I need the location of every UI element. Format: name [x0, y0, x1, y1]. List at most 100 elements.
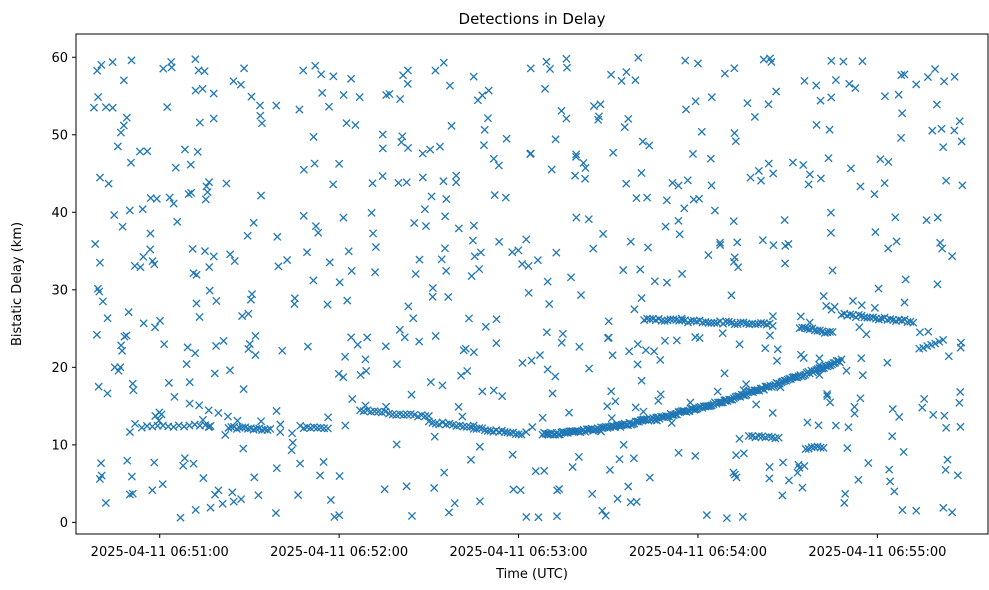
data-point — [368, 179, 377, 188]
data-point — [502, 134, 511, 143]
data-point — [803, 418, 812, 427]
data-point — [678, 269, 687, 278]
data-point — [219, 336, 228, 345]
y-tick-label: 60 — [51, 51, 68, 66]
data-point — [411, 269, 420, 279]
data-point — [693, 59, 703, 68]
data-point — [294, 490, 303, 500]
data-point — [816, 96, 825, 105]
data-point — [752, 400, 761, 409]
data-point — [335, 471, 344, 481]
data-point — [558, 329, 567, 338]
data-point — [495, 237, 504, 246]
y-tick-label: 30 — [51, 283, 68, 298]
data-point — [848, 296, 857, 306]
data-point — [302, 248, 312, 257]
data-point — [661, 411, 670, 420]
data-point — [200, 247, 209, 256]
data-point — [214, 408, 223, 418]
data-point — [361, 355, 370, 364]
data-point — [170, 392, 179, 401]
data-point — [410, 218, 419, 228]
data-point — [343, 296, 352, 305]
data-point — [720, 369, 729, 378]
data-point — [656, 390, 665, 399]
data-point — [668, 178, 677, 187]
data-point — [467, 272, 476, 281]
data-point — [225, 366, 235, 375]
data-point — [203, 188, 212, 197]
data-point — [182, 360, 191, 369]
data-point — [362, 366, 371, 376]
data-point — [228, 488, 237, 497]
data-point — [823, 392, 832, 401]
data-point — [547, 165, 556, 174]
data-point — [122, 113, 131, 122]
data-point — [150, 260, 159, 269]
data-point — [392, 360, 402, 369]
data-point — [816, 174, 825, 183]
data-point — [798, 483, 807, 492]
data-point — [939, 143, 948, 152]
data-point — [319, 457, 328, 467]
data-point — [768, 312, 777, 321]
data-point — [819, 292, 828, 301]
data-point — [885, 465, 894, 474]
data-point — [103, 389, 112, 398]
data-point — [739, 449, 748, 458]
data-point — [826, 228, 835, 237]
data-point — [210, 369, 219, 378]
y-tick-label: 0 — [60, 516, 68, 531]
data-point — [574, 452, 583, 461]
data-point — [543, 277, 552, 286]
y-tick-label: 20 — [51, 361, 68, 376]
data-point — [650, 277, 659, 286]
data-point — [840, 498, 849, 507]
data-point — [730, 64, 739, 73]
data-point — [483, 114, 493, 123]
data-point — [404, 302, 413, 311]
data-point — [480, 125, 489, 134]
data-point — [516, 486, 525, 495]
data-point — [828, 327, 837, 337]
data-point — [706, 154, 715, 163]
data-point — [239, 444, 248, 453]
data-point — [89, 103, 99, 112]
data-point — [274, 262, 283, 271]
data-point — [819, 443, 828, 452]
data-point — [266, 424, 275, 434]
data-point — [943, 455, 952, 464]
data-point — [363, 333, 372, 342]
data-point — [528, 423, 537, 432]
data-point — [114, 366, 123, 375]
data-point — [758, 236, 767, 245]
data-point — [930, 65, 940, 74]
data-point — [195, 312, 204, 322]
data-markers — [89, 53, 967, 523]
data-point — [607, 387, 616, 396]
data-point — [619, 266, 628, 275]
data-point — [871, 228, 880, 237]
data-point — [188, 244, 197, 253]
data-point — [263, 425, 272, 435]
data-point — [394, 178, 403, 187]
data-point — [900, 298, 909, 307]
data-point — [494, 161, 503, 170]
data-point — [371, 268, 380, 277]
data-point — [400, 333, 409, 342]
data-point — [318, 88, 327, 97]
data-point — [427, 192, 436, 201]
data-point — [710, 206, 720, 215]
data-point — [135, 147, 144, 156]
data-point — [933, 280, 942, 289]
data-point — [645, 473, 654, 482]
data-point — [303, 342, 312, 351]
data-point — [814, 421, 823, 430]
data-point — [191, 349, 200, 358]
data-point — [212, 341, 221, 351]
data-point — [314, 228, 323, 237]
data-point — [244, 309, 253, 318]
data-point — [501, 193, 510, 202]
data-point — [955, 398, 964, 407]
data-point — [632, 497, 641, 506]
